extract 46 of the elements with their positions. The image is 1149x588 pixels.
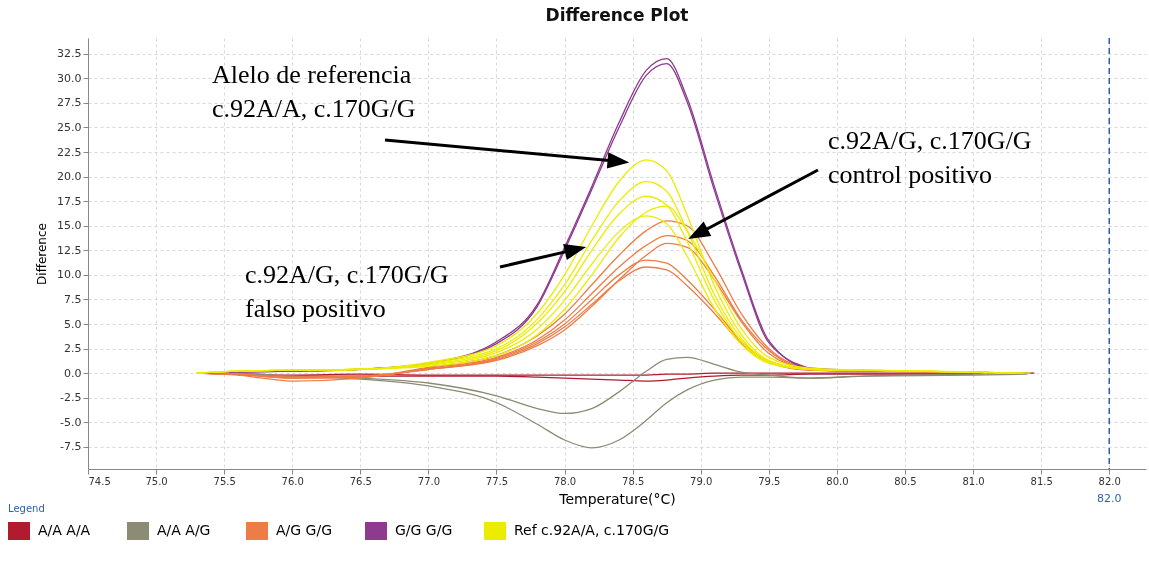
y-tick-label: -5.0 [60, 415, 82, 429]
x-tick-label: 79.5 [758, 475, 781, 487]
annotation: Alelo de referencia c.92A/A, c.170G/G [212, 60, 416, 123]
y-tick-label: 15.0 [57, 219, 82, 233]
y-tick-label: 10.0 [57, 268, 82, 282]
x-tick-label: 76.5 [349, 475, 372, 487]
x-tick-label: 75.0 [145, 475, 168, 487]
y-tick-label: -2.5 [60, 391, 82, 405]
x-tick-label: 77.0 [417, 475, 441, 487]
x-tick-label: 78.0 [553, 475, 577, 487]
annotation: c.92A/G, c.170G/G falso positivo [245, 260, 449, 323]
y-tick-label: 30.0 [57, 71, 82, 85]
y-tick-label: -7.5 [60, 440, 82, 454]
y-axis-title: Difference [35, 223, 50, 285]
y-tick-label: 25.0 [57, 120, 82, 134]
y-tick-label: 12.5 [57, 243, 82, 257]
annotation: c.92A/G, c.170G/G control positivo [828, 126, 1032, 189]
x-tick-label: 75.5 [213, 475, 236, 487]
x-tick-label: 80.5 [894, 475, 917, 487]
y-tick-label: 5.0 [64, 317, 82, 331]
ref-line-label: 82.0 [1096, 492, 1122, 505]
y-tick-label: 2.5 [64, 342, 82, 356]
y-tick-label: 27.5 [57, 96, 82, 110]
x-axis-title: Temperature(°C) [558, 490, 676, 507]
y-tick-label: 17.5 [57, 194, 82, 208]
y-tick-label: 20.0 [57, 170, 82, 184]
y-tick-label: 32.5 [57, 47, 82, 61]
legend-label: Ref c.92A/A, c.170G/G [514, 522, 670, 538]
x-tick-label: 78.5 [622, 475, 645, 487]
x-tick-label: 77.5 [485, 475, 509, 487]
y-tick-label: 0.0 [64, 366, 82, 380]
x-tick-label: 82.0 [1098, 475, 1121, 487]
x-tick-label: 81.0 [962, 475, 985, 487]
legend-label: A/A A/G [157, 522, 211, 538]
legend-label: G/G G/G [395, 522, 453, 538]
legend-label: A/A A/A [38, 522, 91, 538]
y-tick-label: 7.5 [64, 292, 82, 306]
x-tick-label: 76.0 [281, 475, 304, 487]
y-tick-label: 22.5 [57, 145, 82, 159]
chart-title: Difference Plot [545, 5, 689, 26]
x-tick-label: 79.0 [690, 475, 713, 487]
legend-label: A/G G/G [276, 522, 333, 538]
x-tick-label: 74.5 [88, 475, 111, 487]
x-tick-label: 81.5 [1030, 475, 1053, 487]
x-tick-label: 80.0 [826, 475, 849, 487]
legend-title: Legend [8, 503, 45, 514]
